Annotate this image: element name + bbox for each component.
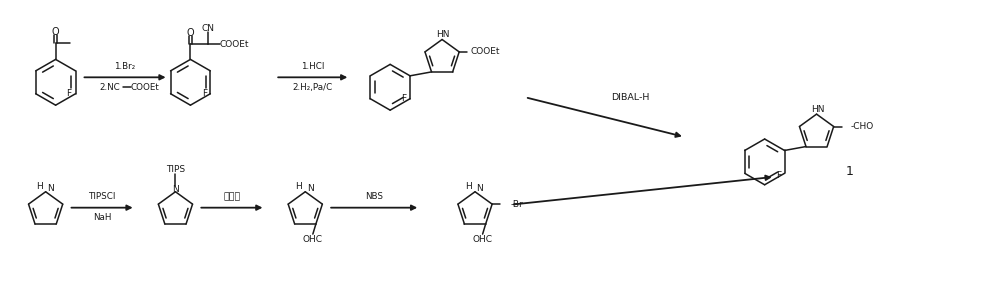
Text: CN: CN xyxy=(202,24,215,33)
Text: DIBAL-H: DIBAL-H xyxy=(611,93,649,102)
Text: O: O xyxy=(52,27,59,37)
Text: F: F xyxy=(401,94,407,103)
Text: NaH: NaH xyxy=(93,213,111,222)
Text: -CHO: -CHO xyxy=(851,122,874,131)
Text: -Br: -Br xyxy=(510,200,523,209)
Text: H: H xyxy=(465,182,472,191)
Text: F: F xyxy=(202,89,207,98)
Text: N: N xyxy=(307,184,314,193)
Text: 1: 1 xyxy=(846,165,853,178)
Text: O: O xyxy=(187,28,194,38)
Text: NBS: NBS xyxy=(365,192,383,201)
Text: OHC: OHC xyxy=(303,235,323,244)
Text: OHC: OHC xyxy=(473,235,493,244)
Text: TIPSCl: TIPSCl xyxy=(88,192,116,201)
Text: N: N xyxy=(477,184,483,193)
Text: N: N xyxy=(172,185,179,194)
Text: H: H xyxy=(36,182,43,191)
Text: H: H xyxy=(296,182,302,191)
Text: 1.Br₂: 1.Br₂ xyxy=(114,62,136,71)
Text: HN: HN xyxy=(436,30,450,39)
Text: TIPS: TIPS xyxy=(166,165,185,174)
Text: 2.H₂,Pa/C: 2.H₂,Pa/C xyxy=(293,83,333,92)
Text: 甲酰化: 甲酰化 xyxy=(223,192,240,201)
Text: F: F xyxy=(776,171,781,180)
Text: F: F xyxy=(66,89,71,98)
Text: 1.HCl: 1.HCl xyxy=(301,62,324,71)
Text: N: N xyxy=(47,184,54,193)
Text: COOEt: COOEt xyxy=(220,40,249,49)
Text: COOEt: COOEt xyxy=(470,47,500,56)
Text: HN: HN xyxy=(811,105,824,114)
Text: 2.NC: 2.NC xyxy=(100,83,120,92)
Text: COOEt: COOEt xyxy=(131,83,159,92)
